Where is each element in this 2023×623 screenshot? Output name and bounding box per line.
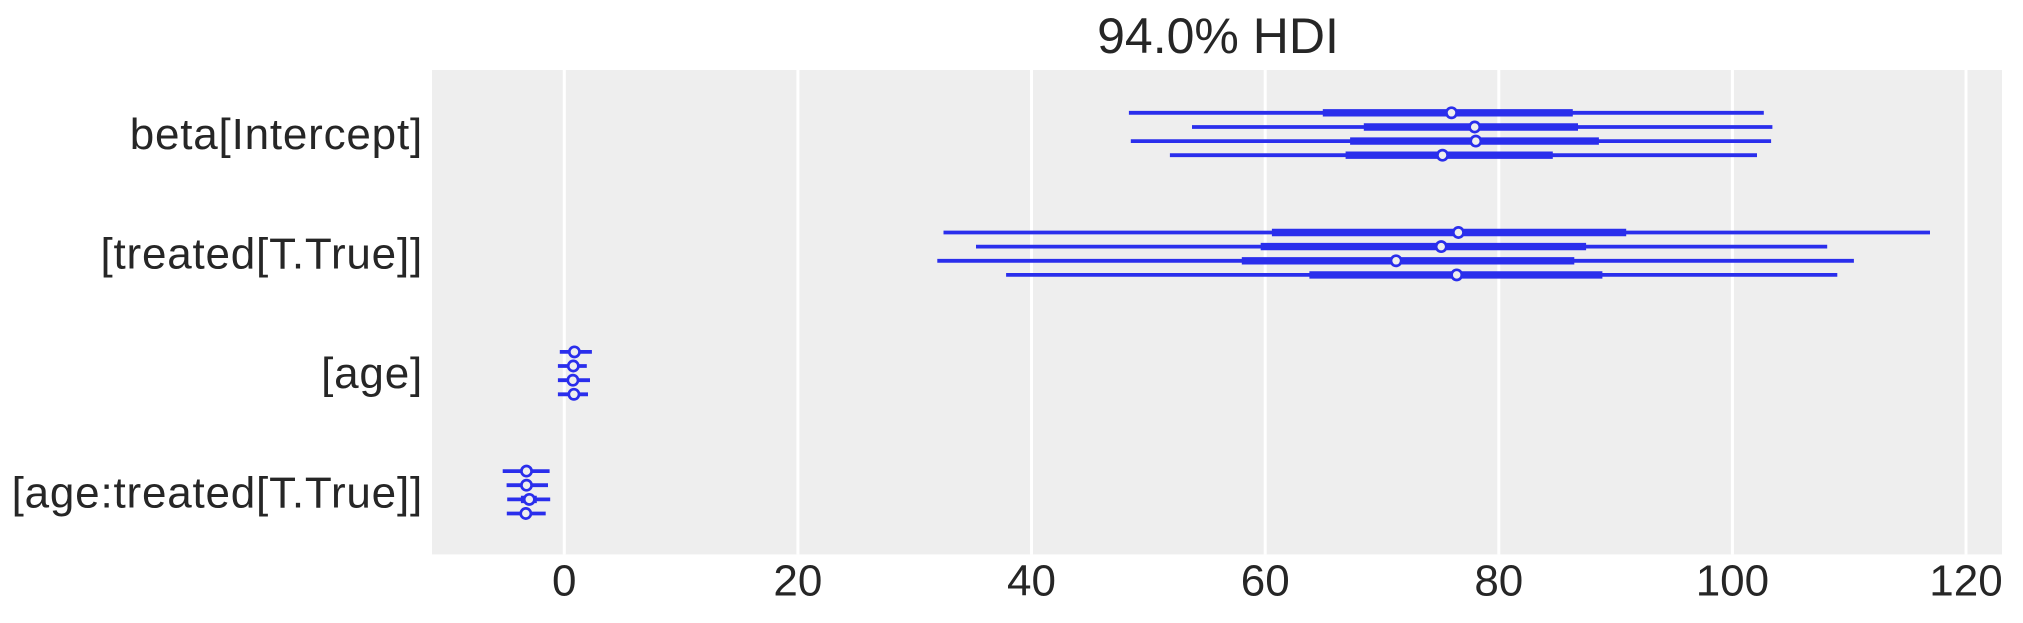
svg-text:100: 100 <box>1696 557 1769 606</box>
svg-text:[age:treated[T.True]]: [age:treated[T.True]] <box>12 468 423 517</box>
svg-text:[age]: [age] <box>321 349 423 398</box>
svg-text:[treated[T.True]]: [treated[T.True]] <box>100 230 423 279</box>
svg-text:20: 20 <box>773 557 822 606</box>
svg-text:beta[Intercept]: beta[Intercept] <box>130 110 423 159</box>
svg-text:0: 0 <box>552 557 576 606</box>
svg-text:94.0% HDI: 94.0% HDI <box>1097 8 1339 64</box>
svg-text:120: 120 <box>1929 557 2002 606</box>
svg-text:80: 80 <box>1474 557 1523 606</box>
svg-text:60: 60 <box>1241 557 1290 606</box>
svg-text:40: 40 <box>1007 557 1056 606</box>
